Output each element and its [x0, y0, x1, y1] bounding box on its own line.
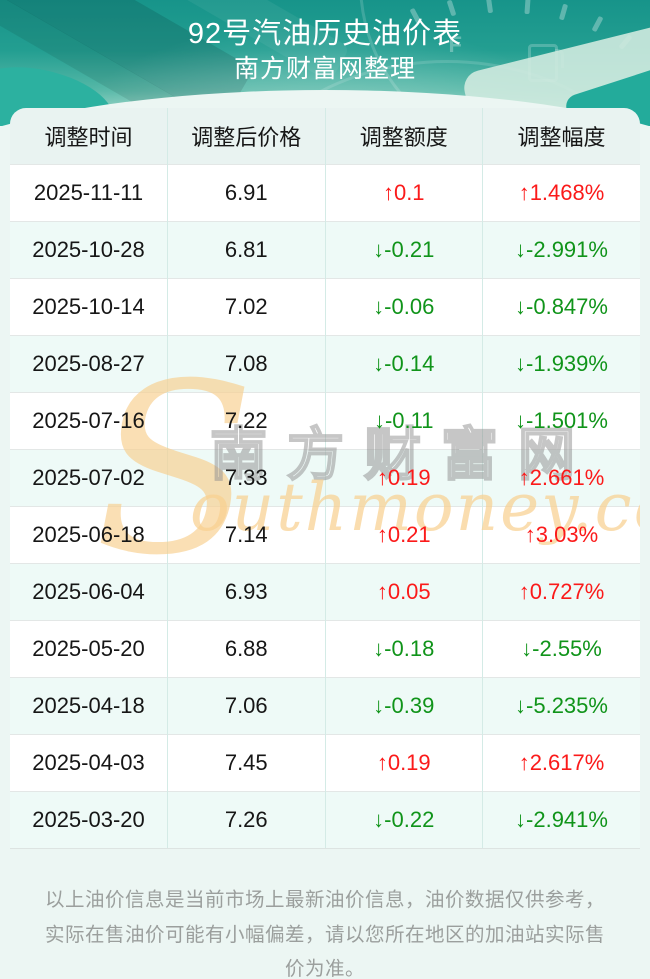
cell-amount: ↓-0.21: [324, 221, 483, 279]
cell-percent: ↑3.03%: [482, 506, 640, 564]
cell-date: 2025-03-20: [10, 791, 168, 849]
cell-amount: ↑0.21: [324, 506, 483, 564]
cell-price: 7.02: [167, 278, 325, 336]
cell-price: 6.93: [167, 563, 325, 621]
table-row: 2025-03-20 7.26 ↓-0.22 ↓-2.941%: [10, 791, 640, 849]
table-row: 2025-07-02 7.33 ↑0.19 ↑2.661%: [10, 449, 640, 507]
cell-amount: ↑0.19: [324, 734, 483, 792]
cell-date: 2025-08-27: [10, 335, 168, 393]
cell-amount: ↓-0.11: [324, 392, 483, 450]
cell-percent: ↓-1.501%: [482, 392, 640, 450]
col-header-date: 调整时间: [10, 108, 168, 165]
cell-percent: ↓-0.847%: [482, 278, 640, 336]
table-row: 2025-08-27 7.08 ↓-0.14 ↓-1.939%: [10, 335, 640, 393]
table-row: 2025-04-18 7.06 ↓-0.39 ↓-5.235%: [10, 677, 640, 735]
cell-amount: ↑0.1: [324, 164, 483, 222]
cell-percent: ↓-1.939%: [482, 335, 640, 393]
disclaimer-text: 以上油价信息是当前市场上最新油价信息，油价数据仅供参考，实际在售油价可能有小幅偏…: [44, 889, 605, 979]
cell-amount: ↓-0.14: [324, 335, 483, 393]
table-row: 2025-06-18 7.14 ↑0.21 ↑3.03%: [10, 506, 640, 564]
cell-price: 7.08: [167, 335, 325, 393]
cell-percent: ↓-2.941%: [482, 791, 640, 849]
col-header-price: 调整后价格: [167, 108, 325, 165]
cell-price: 7.22: [167, 392, 325, 450]
cell-price: 6.91: [167, 164, 325, 222]
cell-date: 2025-11-11: [10, 164, 168, 222]
cell-percent: ↑2.661%: [482, 449, 640, 507]
cell-price: 6.88: [167, 620, 325, 678]
table-row: 2025-07-16 7.22 ↓-0.11 ↓-1.501%: [10, 392, 640, 450]
table-row: 2025-10-28 6.81 ↓-0.21 ↓-2.991%: [10, 221, 640, 279]
cell-amount: ↓-0.06: [324, 278, 483, 336]
page-subtitle: 南方财富网整理: [233, 55, 416, 83]
table-row: 2025-04-03 7.45 ↑0.19 ↑2.617%: [10, 734, 640, 792]
table-row: 2025-10-14 7.02 ↓-0.06 ↓-0.847%: [10, 278, 640, 336]
table-row: 2025-11-11 6.91 ↑0.1 ↑1.468%: [10, 164, 640, 222]
cell-amount: ↓-0.18: [324, 620, 483, 678]
cell-price: 6.81: [167, 221, 325, 279]
cell-percent: ↓-2.55%: [482, 620, 640, 678]
col-header-amount: 调整额度: [324, 108, 483, 165]
price-table: 调整时间 调整后价格 调整额度 调整幅度 2025-11-11 6.91 ↑0.…: [10, 108, 640, 849]
cell-date: 2025-10-14: [10, 278, 168, 336]
table-row: 2025-06-04 6.93 ↑0.05 ↑0.727%: [10, 563, 640, 621]
cell-date: 2025-06-18: [10, 506, 168, 564]
cell-price: 7.14: [167, 506, 325, 564]
gauge-full-label: F: [449, 32, 462, 58]
cell-percent: ↑1.468%: [482, 164, 640, 222]
cell-percent: ↓-2.991%: [482, 221, 640, 279]
cell-price: 7.33: [167, 449, 325, 507]
cell-date: 2025-05-20: [10, 620, 168, 678]
cell-percent: ↑2.617%: [482, 734, 640, 792]
price-table-container: S 南方财富网 outhmoney.com 调整时间 调整后价格 调整额度 调整…: [10, 108, 640, 849]
table-row: 2025-05-20 6.88 ↓-0.18 ↓-2.55%: [10, 620, 640, 678]
cell-price: 7.26: [167, 791, 325, 849]
cell-price: 7.06: [167, 677, 325, 735]
cell-amount: ↓-0.22: [324, 791, 483, 849]
cell-amount: ↓-0.39: [324, 677, 483, 735]
cell-date: 2025-04-18: [10, 677, 168, 735]
cell-date: 2025-06-04: [10, 563, 168, 621]
table-header-row: 调整时间 调整后价格 调整额度 调整幅度: [10, 108, 640, 165]
cell-date: 2025-07-02: [10, 449, 168, 507]
cell-date: 2025-07-16: [10, 392, 168, 450]
cell-percent: ↑0.727%: [482, 563, 640, 621]
page-title: 92号汽油历史油价表: [187, 18, 463, 50]
col-header-percent: 调整幅度: [482, 108, 640, 165]
cell-date: 2025-04-03: [10, 734, 168, 792]
cell-amount: ↑0.05: [324, 563, 483, 621]
cell-price: 7.45: [167, 734, 325, 792]
cell-date: 2025-10-28: [10, 221, 168, 279]
cell-percent: ↓-5.235%: [482, 677, 640, 735]
cell-amount: ↑0.19: [324, 449, 483, 507]
